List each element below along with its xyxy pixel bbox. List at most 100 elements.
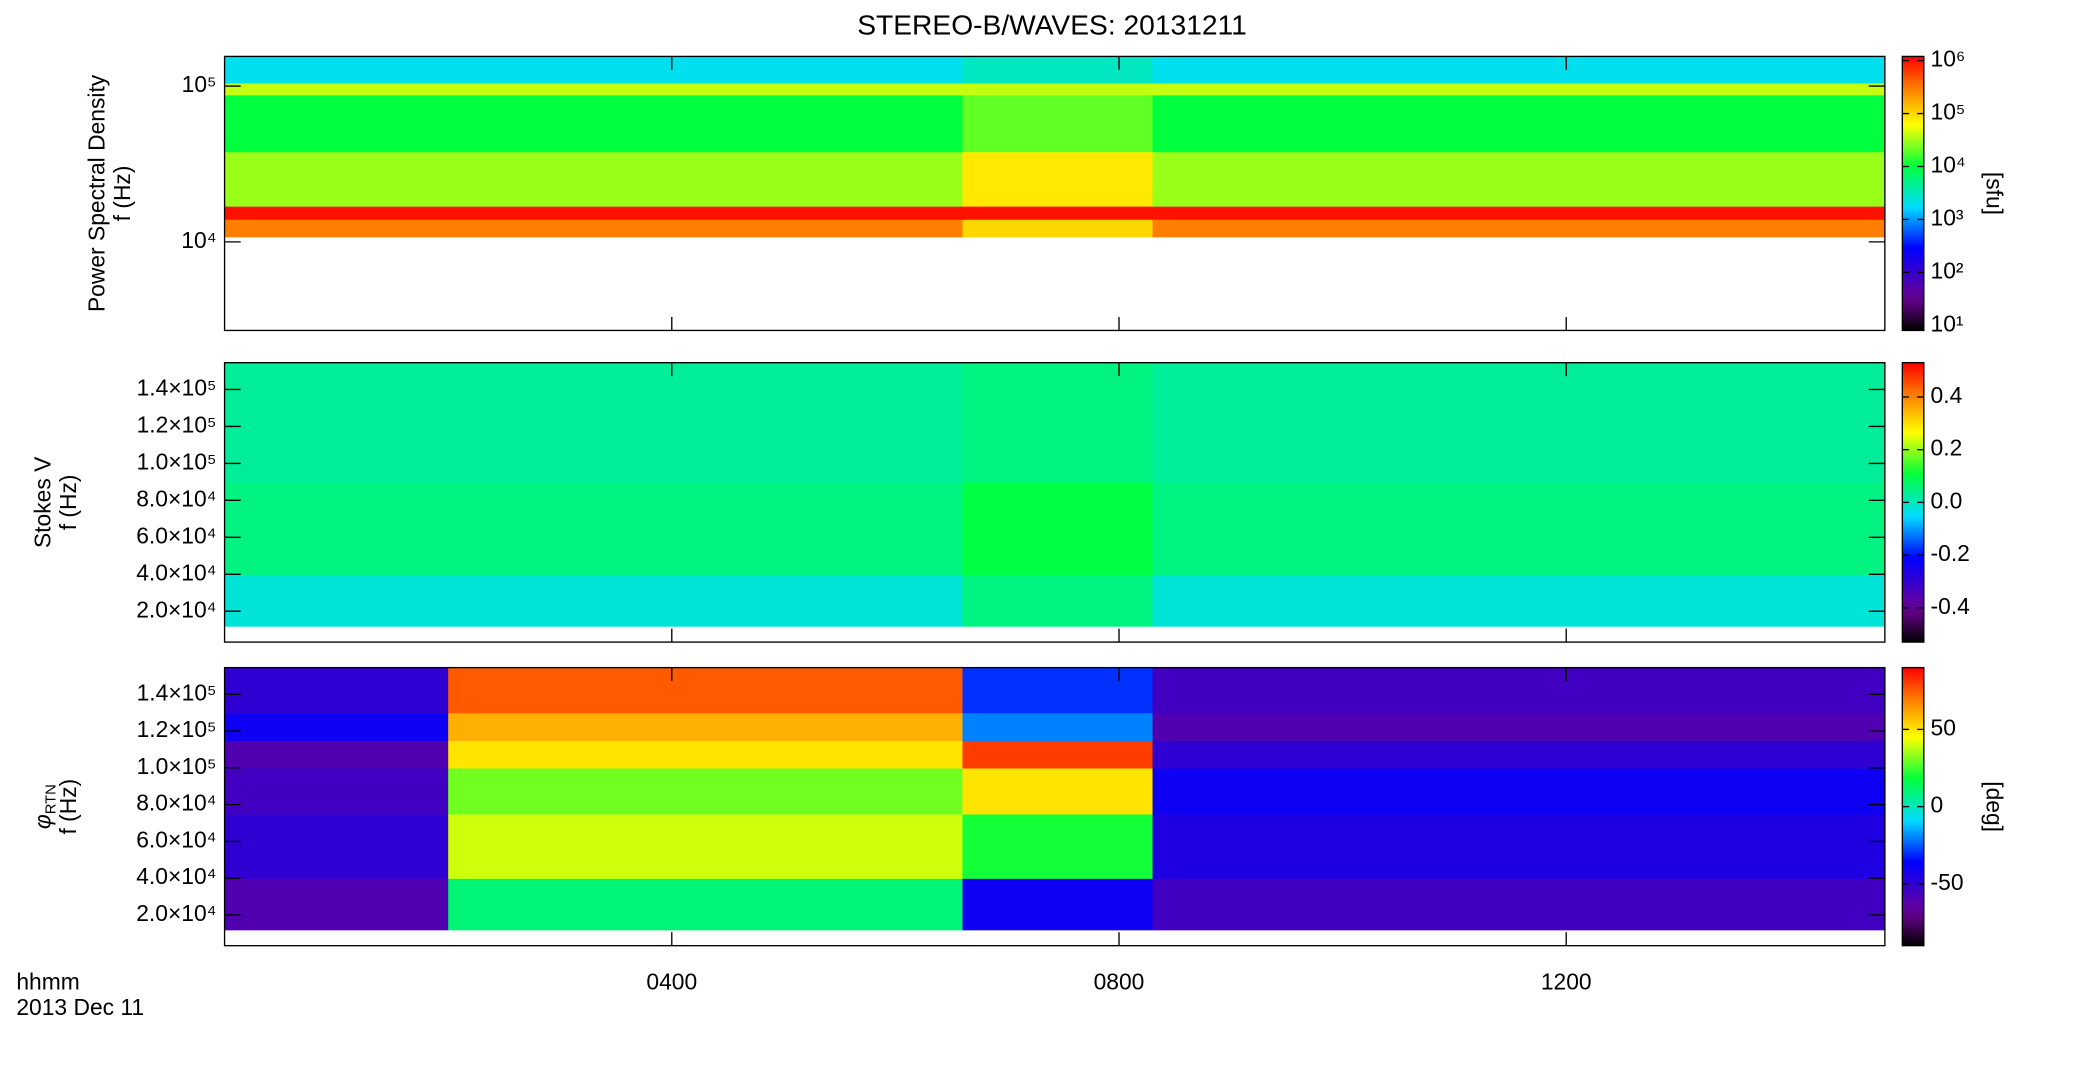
heatmap-cell [1152, 219, 1886, 238]
heatmap-cell [1152, 82, 1886, 96]
heatmap-cell [224, 219, 964, 238]
heatmap-cell [1152, 151, 1886, 207]
heatmap-cell [448, 667, 964, 714]
heatmap-cell [962, 94, 1154, 153]
y-tick-label: 1.2×10⁵ [137, 716, 217, 742]
y-tick-label: 2.0×10⁴ [136, 900, 216, 926]
x-tick-label: 0800 [1094, 968, 1145, 994]
heatmap-cell [224, 94, 964, 153]
heatmap-cell [224, 667, 449, 714]
colorbar-tick-label: 10⁶ [1931, 46, 1966, 72]
heatmap-cell [224, 574, 964, 627]
heatmap-cell [962, 878, 1154, 931]
heatmap-cell [962, 574, 1154, 627]
plot-frame [223, 362, 1886, 643]
heatmap-cell [962, 712, 1154, 741]
heatmap-cell [448, 878, 964, 931]
heatmap-cell [962, 481, 1154, 575]
heatmap-cell [962, 82, 1154, 96]
y-tick-label: 1.4×10⁵ [137, 375, 217, 401]
heatmap-cell [1152, 362, 1886, 483]
heatmap-cell [448, 712, 964, 741]
title: STEREO-B/WAVES: 20131211 [857, 8, 1247, 40]
heatmap-cell [448, 767, 964, 815]
colorbar-tick-label: -50 [1931, 869, 1964, 895]
y-tick-label: 6.0×10⁴ [136, 826, 216, 852]
heatmap-cell [962, 205, 1154, 220]
heatmap-cell [962, 151, 1154, 207]
heatmap-cell [1152, 481, 1886, 575]
heatmap-cell [1152, 205, 1886, 220]
heatmap-cell [224, 481, 964, 575]
heatmap-cell [1152, 574, 1886, 627]
y-axis-subscript: RTN [43, 784, 59, 814]
y-axis-label: f (Hz) [55, 779, 81, 835]
y-axis-label: φRTN [30, 784, 60, 829]
colorbar-tick-label: 10⁴ [1931, 152, 1966, 178]
colorbar-label: [sfu] [1981, 172, 2007, 215]
colorbar-tick-label: 0.4 [1931, 382, 1963, 408]
heatmap-cell [1152, 94, 1886, 153]
y-tick-label: 1.0×10⁵ [137, 753, 217, 779]
heatmap-cell [448, 740, 964, 769]
colorbar-label: [deg] [1981, 781, 2007, 832]
y-tick-label: 4.0×10⁴ [136, 863, 216, 889]
heatmap-cell [962, 362, 1154, 483]
y-axis-label: Power Spectral Density [83, 74, 109, 312]
heatmap-cell [224, 362, 964, 483]
y-axis-symbol: φ [30, 814, 56, 829]
heatmap-cell [962, 740, 1154, 769]
x-tick-label: 1200 [1541, 968, 1592, 994]
x-axis-label: 2013 Dec 11 [16, 994, 144, 1020]
heatmap-cell [1152, 813, 1886, 879]
heatmap-cell [224, 813, 449, 879]
heatmap-cell [224, 56, 964, 84]
heatmap-cell [1152, 878, 1886, 931]
colorbar-tick-label: -0.4 [1931, 593, 1971, 619]
y-tick-label: 8.0×10⁴ [136, 790, 216, 816]
colorbar-tick-label: 10⁵ [1931, 99, 1966, 125]
heatmap-cell [1152, 712, 1886, 741]
x-axis-label: hhmm [16, 968, 79, 994]
heatmap-cell [962, 813, 1154, 879]
y-tick-label: 8.0×10⁴ [136, 485, 216, 511]
colorbar-tick-label: 10² [1931, 257, 1964, 283]
y-tick-label: 1.0×10⁵ [137, 448, 217, 474]
heatmap-cell [224, 205, 964, 220]
colorbar-tick-label: 50 [1931, 714, 1956, 740]
heatmap-cell [224, 878, 449, 931]
colorbar-tick-label: -0.2 [1931, 540, 1970, 566]
heatmap-cell [1152, 56, 1886, 84]
colorbar-tick-label: 10³ [1931, 204, 1964, 230]
y-tick-label: 1.4×10⁵ [137, 679, 217, 705]
heatmap-cell [1152, 667, 1886, 714]
y-tick-label: 10⁴ [181, 227, 216, 253]
colorbar-tick-label: 0.2 [1931, 435, 1963, 461]
colorbar-tick-label: 0.0 [1931, 487, 1963, 513]
heatmap-cell [224, 740, 449, 769]
heatmap-cell [224, 151, 964, 207]
colorbar-tick-label: 0 [1931, 792, 1944, 818]
colorbar-tick-label: 10¹ [1931, 310, 1964, 336]
y-axis-label: f (Hz) [109, 166, 135, 222]
x-tick-label: 0400 [646, 968, 697, 994]
plot-frame [223, 55, 1886, 332]
y-tick-label: 2.0×10⁴ [136, 596, 216, 622]
heatmap-cell [224, 82, 964, 96]
heatmap-cell [224, 767, 449, 815]
heatmap-cell [962, 667, 1154, 714]
heatmap-cell [448, 813, 964, 879]
colorbar [1901, 55, 1925, 332]
heatmap-cell [224, 712, 449, 741]
heatmap-cell [962, 56, 1154, 84]
y-tick-label: 10⁵ [182, 71, 217, 97]
y-tick-label: 6.0×10⁴ [136, 522, 216, 548]
y-axis-label: Stokes V [30, 456, 56, 548]
y-tick-label: 4.0×10⁴ [136, 559, 216, 585]
y-axis-label: f (Hz) [55, 474, 81, 530]
heatmap-cell [1152, 767, 1886, 815]
plot-frame [223, 666, 1886, 947]
heatmap-cell [1152, 740, 1886, 769]
